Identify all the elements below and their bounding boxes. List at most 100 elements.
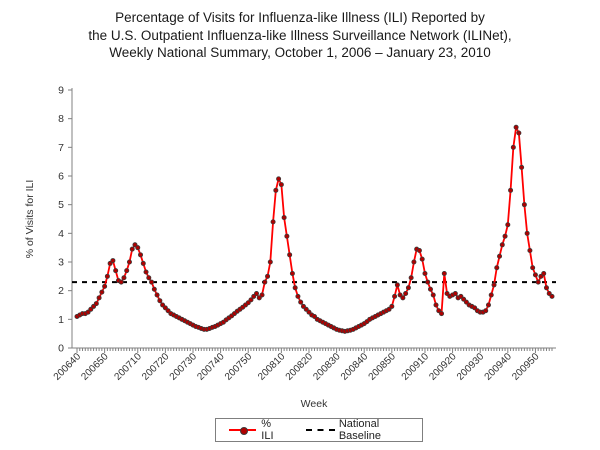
- ili-marker: [419, 256, 425, 262]
- ili-marker: [505, 222, 511, 228]
- ili-marker: [143, 269, 149, 275]
- ili-marker: [483, 308, 489, 314]
- ili-marker: [267, 259, 273, 265]
- ili-marker: [295, 293, 301, 299]
- ili-marker: [422, 270, 428, 276]
- x-axis-label: Week: [300, 398, 328, 410]
- ili-marker: [513, 124, 519, 130]
- ili-marker: [521, 202, 527, 208]
- ili-marker: [287, 252, 293, 258]
- y-tick-label: 6: [58, 171, 64, 183]
- ili-marker: [441, 270, 447, 276]
- ili-marker: [126, 259, 132, 265]
- ili-marker: [157, 298, 163, 304]
- x-tick-label: 200920: [427, 351, 459, 383]
- y-tick-label: 4: [58, 228, 64, 240]
- ili-marker: [400, 295, 406, 301]
- ili-marker: [138, 252, 144, 258]
- ili-marker: [284, 233, 290, 239]
- ili-marker: [408, 275, 414, 281]
- legend-ili-line-sample: [229, 427, 257, 435]
- ili-marker: [251, 293, 257, 299]
- ili-marker: [530, 265, 536, 271]
- x-tick-label: 200740: [195, 351, 227, 383]
- ili-marker: [93, 301, 99, 307]
- ili-marker: [281, 215, 287, 221]
- ili-marker: [300, 303, 306, 309]
- ili-marker: [508, 187, 514, 193]
- y-axis-label: % of Visits for ILI: [24, 179, 36, 259]
- ili-marker: [273, 187, 279, 193]
- x-tick-label: 200850: [367, 351, 399, 383]
- ili-marker: [549, 293, 555, 299]
- legend-baseline-line-sample: [305, 429, 335, 431]
- ili-marker: [405, 285, 411, 291]
- x-tick-label: 200710: [112, 351, 144, 383]
- x-tick-label: 200810: [256, 351, 288, 383]
- ili-marker: [427, 286, 433, 292]
- page-title-line-3: Weekly National Summary, October 1, 2006…: [109, 45, 491, 60]
- ili-marker: [292, 285, 298, 291]
- x-tick-label: 200650: [79, 351, 111, 383]
- ili-marker: [386, 306, 392, 312]
- ili-marker: [425, 279, 431, 285]
- ili-marker: [433, 302, 439, 308]
- page-title-line-1: Percentage of Visits for Influenza-like …: [115, 10, 485, 25]
- legend-ili-label: % ILI: [261, 418, 274, 442]
- ili-marker: [524, 230, 530, 236]
- x-tick-label: 200640: [52, 351, 84, 383]
- ili-series-line: [76, 126, 553, 333]
- ili-marker: [416, 248, 422, 254]
- ili-marker: [248, 297, 254, 303]
- page-title-line-2: the U.S. Outpatient Influenza-like Illne…: [88, 27, 512, 43]
- x-tick-label: 200730: [168, 351, 200, 383]
- legend-baseline-label: National Baseline: [338, 418, 382, 442]
- ili-marker: [110, 258, 116, 264]
- y-tick-label: 8: [58, 113, 64, 125]
- ili-marker: [96, 295, 102, 301]
- x-tick-label: 200910: [400, 351, 432, 383]
- ili-marker: [519, 164, 525, 170]
- ili-marker: [535, 279, 541, 285]
- ili-marker: [543, 285, 549, 291]
- y-tick-label: 7: [58, 142, 64, 154]
- ili-marker: [265, 273, 271, 279]
- legend-ili-marker-icon: [240, 427, 248, 435]
- ili-marker: [488, 292, 494, 298]
- x-tick-label: 200840: [339, 351, 371, 383]
- ili-marker: [262, 279, 268, 285]
- ili-marker: [491, 282, 497, 288]
- ili-marker: [259, 292, 265, 298]
- ili-marker: [510, 144, 516, 150]
- legend-item-baseline: National Baseline: [286, 418, 422, 442]
- ili-marker: [132, 242, 138, 248]
- ili-marker: [140, 260, 146, 266]
- ili-marker: [394, 282, 400, 288]
- x-tick-label: 200720: [140, 351, 172, 383]
- ili-marker: [124, 268, 130, 274]
- ili-marker: [146, 275, 152, 281]
- ili-marker: [485, 302, 491, 308]
- page-title: Percentage of Visits for Influenza-like …: [0, 9, 600, 62]
- ili-marker: [254, 291, 260, 297]
- ili-marker: [392, 293, 398, 299]
- x-tick-label: 200950: [510, 351, 542, 383]
- ili-marker: [151, 286, 157, 292]
- x-tick-label: 200930: [455, 351, 487, 383]
- y-tick-label: 3: [58, 257, 64, 269]
- ili-marker: [532, 272, 538, 278]
- ili-marker: [527, 248, 533, 254]
- ili-marker: [289, 270, 295, 276]
- x-tick-label: 200820: [284, 351, 316, 383]
- ili-marker: [149, 279, 155, 285]
- ili-marker: [118, 279, 124, 285]
- ili-marker: [276, 176, 282, 182]
- ili-marker: [516, 130, 522, 136]
- ili-marker: [129, 246, 135, 252]
- ili-marker: [541, 270, 547, 276]
- ili-marker: [494, 265, 500, 271]
- ili-marker: [99, 289, 105, 295]
- ili-marker: [411, 259, 417, 265]
